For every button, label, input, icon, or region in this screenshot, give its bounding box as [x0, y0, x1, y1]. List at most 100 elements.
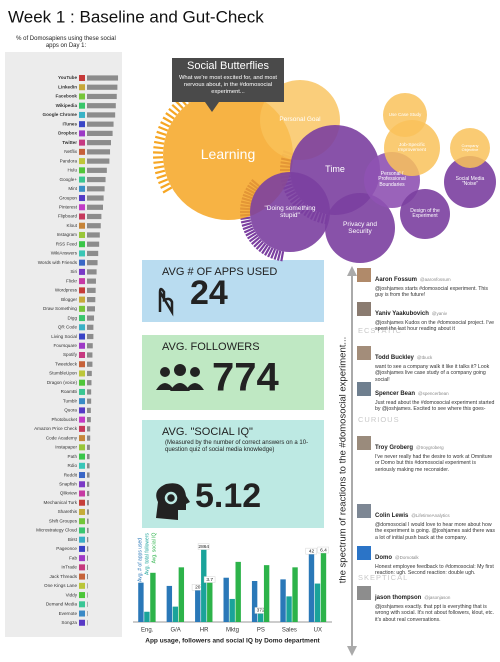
ray: [243, 227, 254, 234]
bar: [308, 553, 315, 622]
app-label: Reddit: [64, 472, 78, 477]
tweet: Aaron Fossum @aaronfossum @joshjames start…: [375, 268, 497, 299]
ray: [258, 242, 267, 253]
bar: [87, 112, 116, 118]
bar: [87, 287, 96, 293]
app-label: One Kings Lane: [44, 583, 77, 588]
spectrum-label: CURIOUS: [358, 415, 400, 424]
app-icon: [79, 139, 85, 146]
app-label: Songza: [61, 620, 77, 625]
tweet-text: @joshjames starts #domosocial experiment…: [375, 286, 489, 299]
app-label: WikiAnswers: [51, 251, 78, 256]
tweet: Todd Buckley @tbuck want to see a company …: [375, 346, 497, 383]
callout-title: Social Butterflies: [187, 60, 269, 72]
app-icon: [79, 388, 85, 395]
tweet-name: Troy Groberg: [375, 445, 414, 451]
app-label: iTunes: [63, 121, 78, 126]
bar: [229, 598, 235, 622]
app-icon: [79, 93, 85, 100]
tweet: Yaniv Yaakubovich @yaniv @joshjames Kudos …: [375, 302, 497, 333]
app-label: Tweetdeck: [55, 361, 78, 366]
stat-box: [142, 335, 324, 410]
ray: [255, 240, 265, 250]
bubble-label: Time: [325, 164, 345, 175]
bubble-label: Use Case Study: [388, 111, 422, 117]
app-label: Facebook: [56, 94, 78, 99]
tweet-handle: @tbuck: [416, 355, 433, 360]
bar: [87, 490, 90, 497]
app-label: Klout: [67, 223, 78, 228]
app-icon: [79, 195, 85, 202]
app-icon: [79, 121, 85, 128]
app-icon: [79, 398, 85, 405]
app-icon: [79, 472, 85, 479]
app-label: Dragon (voice): [47, 380, 78, 385]
bar: [87, 481, 90, 487]
bar: [87, 361, 93, 367]
hand-icon: [158, 287, 174, 317]
app-icon: [79, 333, 85, 340]
bar: [87, 500, 89, 506]
app-label: LinkedIn: [58, 84, 77, 89]
tweet-name: Todd Buckley: [375, 355, 414, 361]
bar: [87, 453, 90, 460]
tweet-handle: @Domotalk: [395, 555, 419, 560]
app-icon: [79, 130, 85, 137]
bar: [201, 548, 207, 622]
bar: [87, 297, 96, 303]
tweet-name: Aaron Fossum: [375, 277, 418, 283]
bar: [87, 333, 94, 340]
app-label: Blogger: [61, 297, 77, 302]
bubble: [400, 189, 450, 239]
spectrum-label: ECSTATIC: [358, 326, 402, 335]
tweet-handle: @yaniv: [431, 311, 447, 316]
app-icon: [79, 370, 85, 377]
ray: [242, 224, 253, 231]
chart-title: % of Domosapiens using these social apps…: [16, 36, 116, 49]
value-label: 42: [309, 548, 315, 554]
app-icon: [79, 158, 85, 165]
app-icon: [79, 518, 85, 525]
bubble: [325, 193, 395, 263]
ray: [240, 219, 252, 224]
app-icon: [79, 167, 85, 174]
app-label: Wikipedia: [56, 103, 78, 108]
app-icon: [79, 610, 85, 617]
app-label: Snapfish: [59, 481, 77, 486]
bar: [87, 546, 89, 552]
x-tick-label: HR: [200, 628, 209, 634]
tweet: Troy Groberg @troygroberg I've never reall…: [375, 436, 497, 473]
value-label-bg: [197, 543, 210, 550]
app-label: Shift Groupes: [49, 518, 78, 523]
value-label-bg: [305, 547, 317, 555]
app-label: Flipboard: [58, 214, 78, 219]
ray: [273, 249, 279, 260]
bar: [87, 269, 97, 275]
callout-box: [172, 58, 284, 102]
ray: [160, 121, 171, 128]
app-label: Pageonce: [56, 546, 77, 551]
ray: [168, 107, 178, 116]
bar: [87, 186, 105, 192]
bar: [87, 315, 95, 321]
app-label: Spotify: [63, 352, 78, 357]
avatar: [357, 382, 371, 396]
app-icon: [79, 287, 85, 294]
bar: [87, 130, 113, 136]
app-icon: [79, 222, 85, 229]
bar: [172, 606, 179, 622]
bar: [87, 601, 88, 607]
ray: [153, 146, 164, 150]
bar: [314, 583, 321, 622]
app-label: Dropbox: [58, 131, 77, 136]
app-icon: [79, 425, 85, 432]
app-icon: [79, 564, 85, 571]
bar: [207, 581, 213, 622]
bar: [87, 352, 93, 358]
legend-label: Avg. total followers: [144, 533, 150, 575]
tweet: Spencer Bean @spencerbean Just read about …: [375, 382, 497, 413]
bubble-label: Company Objective: [461, 142, 479, 152]
app-label: Living Social: [51, 334, 77, 339]
ray: [156, 130, 167, 136]
avatar: [357, 546, 371, 560]
